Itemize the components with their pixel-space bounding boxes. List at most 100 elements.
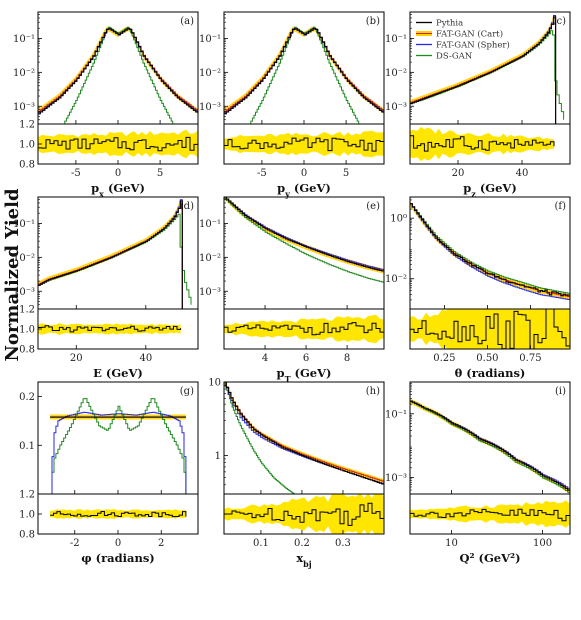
- panel-c: 10⁻³ 10⁻² 10⁻¹ (c) 20 40 pz (GeV): [385, 11, 571, 199]
- panel-b-frame: [223, 11, 385, 125]
- ytick-label: 10⁻³: [13, 287, 35, 298]
- ratio-ytick-label: 0.8: [19, 160, 35, 171]
- panel-h-ratio-area: [224, 494, 384, 534]
- series-ds-gan-e: [224, 197, 384, 283]
- ytick-label: 10⁻¹: [199, 219, 221, 230]
- band-fat-gan-cart-e: [224, 197, 384, 274]
- ytick-label: 10⁻³: [385, 473, 407, 484]
- panel-i-ratio-frame: [409, 493, 571, 535]
- series-fat-gan-cart--h: [224, 382, 384, 482]
- series-ds-gan-h: [224, 382, 296, 494]
- panel-i-ratio-area: [410, 500, 570, 528]
- ytick-label: 1: [215, 451, 221, 462]
- ratio-line-c: [410, 135, 555, 152]
- figure-ylabel: Normalized Yield: [2, 188, 23, 362]
- panel-f-ratio-frame: [409, 308, 571, 350]
- ratio-ytick-label: 1.2: [19, 490, 35, 501]
- xtick-label: 0: [115, 168, 121, 179]
- panel-e-plot-area: [224, 197, 384, 283]
- panel-a-xlabel: px (GeV): [91, 181, 145, 199]
- ratio-line-f: [410, 309, 570, 349]
- series-pythia-f: [410, 203, 570, 300]
- panel-g: 0.1 0.2 (g) 0.8 1.0 1.2 -2 0 2φ (radians): [19, 381, 199, 565]
- panel-d-plot-area: [38, 199, 192, 309]
- panel-b-xlabel: py (GeV): [277, 181, 331, 199]
- panel-d: 10⁻³ 10⁻² 10⁻¹ (d) 0.8 1.0 1.2 20 40 E (GeV): [13, 196, 199, 380]
- xtick-label: 40: [516, 168, 529, 179]
- band-fat-gan-cart-a: [38, 26, 198, 115]
- panel-f-label: (f): [554, 201, 566, 212]
- band-fat-gan-cart-h: [224, 382, 384, 485]
- ratio-ytick-label: 1.2: [19, 305, 35, 316]
- ratio-ytick-label: 1.0: [19, 325, 35, 336]
- series-fat-gan-spher--b: [224, 27, 384, 114]
- ratio-line-g: [50, 511, 187, 518]
- legend-entry-label: Pythia: [436, 19, 463, 29]
- ytick-label: 10⁻³: [13, 102, 35, 113]
- panel-e-ratio-frame: [223, 308, 385, 350]
- legend-entry-label: FAT-GAN (Cart): [436, 29, 503, 40]
- panel-e: 10⁻³ 10⁻² 10⁻¹ (e) 4 6 8 pT (GeV): [199, 196, 385, 384]
- series-ds-gan-g: [50, 398, 187, 494]
- panel-g-ratio-area: [50, 509, 187, 519]
- series-pythia-e: [224, 197, 384, 272]
- xtick-label: 0: [301, 168, 307, 179]
- xtick-label: 0.50: [476, 353, 498, 364]
- ytick-label: 10⁻¹: [199, 34, 221, 45]
- panel-c-ratio-frame: [409, 123, 571, 165]
- panel-a: 10⁻³ 10⁻² 10⁻¹ (a) 0.8 1.0 1.2 -5 0 5 px (GeV): [13, 11, 199, 199]
- xtick-label: 8: [344, 353, 350, 364]
- ratio-line-b: [224, 137, 384, 152]
- legend-entry-label: FAT-GAN (Spher): [436, 40, 510, 51]
- panel-e-xlabel: pT (GeV): [277, 366, 332, 384]
- ytick-label: 10⁻²: [13, 253, 35, 264]
- xtick-label: 0.25: [433, 353, 455, 364]
- ytick-label: 10⁻³: [199, 102, 221, 113]
- panel-i-plot-area: [410, 398, 570, 494]
- panel-h-label: (h): [366, 386, 380, 397]
- xtick-label: 20: [70, 353, 83, 364]
- series-fat-gan-spher--d: [38, 199, 183, 309]
- ratio-line-a: [38, 136, 198, 152]
- panel-d-label: (d): [180, 201, 194, 212]
- ytick-label: 10⁻¹: [385, 34, 407, 45]
- panel-c-xlabel: pz (GeV): [463, 181, 517, 199]
- panel-e-ratio-area: [224, 314, 384, 344]
- ratio-ytick-label: 0.8: [19, 345, 35, 356]
- xtick-label: 100: [533, 538, 552, 549]
- panel-i-label: (i): [555, 386, 566, 397]
- legend-entry-label: DS-GAN: [436, 52, 473, 62]
- ytick-label: 0.2: [19, 392, 35, 403]
- panel-a-frame: [37, 11, 199, 125]
- xtick-label: 20: [452, 168, 465, 179]
- xtick-label: 10: [445, 538, 458, 549]
- series-fat-gan-cart--f: [410, 203, 570, 297]
- ytick-label: 10⁻²: [385, 68, 407, 79]
- band-fat-gan-cart-f: [410, 201, 570, 300]
- ytick-label: 10⁻¹: [13, 34, 35, 45]
- xtick-label: 40: [139, 353, 152, 364]
- series-ds-gan-i: [410, 401, 570, 494]
- panel-f-ratio-area: [410, 309, 570, 349]
- ratio-ytick-label: 1.2: [19, 120, 35, 131]
- panel-h-plot-area: [224, 382, 384, 494]
- panel-i: 10⁻¹ 10⁻³ (i) 10 100 Q² (GeV²): [385, 381, 571, 565]
- xtick-label: -5: [71, 168, 81, 179]
- panel-a-label: (a): [180, 16, 194, 27]
- panel-i-xlabel: Q² (GeV²): [459, 551, 520, 565]
- xtick-label: -2: [70, 538, 80, 549]
- series-pythia-i: [410, 400, 570, 492]
- panel-g-label: (g): [180, 386, 194, 397]
- ratio-band-i: [410, 500, 570, 528]
- panel-f: 10⁻² 10⁰ (f) 0.25 0.50 0.75 θ (radians): [385, 196, 571, 380]
- ytick-label: 10⁻¹: [13, 219, 35, 230]
- ratio-line-h: [224, 502, 384, 526]
- xtick-label: 2: [158, 538, 164, 549]
- xtick-label: 5: [343, 168, 349, 179]
- ytick-label: 0.1: [19, 441, 35, 452]
- ytick-label: 10⁻³: [199, 287, 221, 298]
- series-fat-gan-spher--g: [50, 411, 187, 494]
- panel-h-xlabel: xbj: [296, 551, 311, 569]
